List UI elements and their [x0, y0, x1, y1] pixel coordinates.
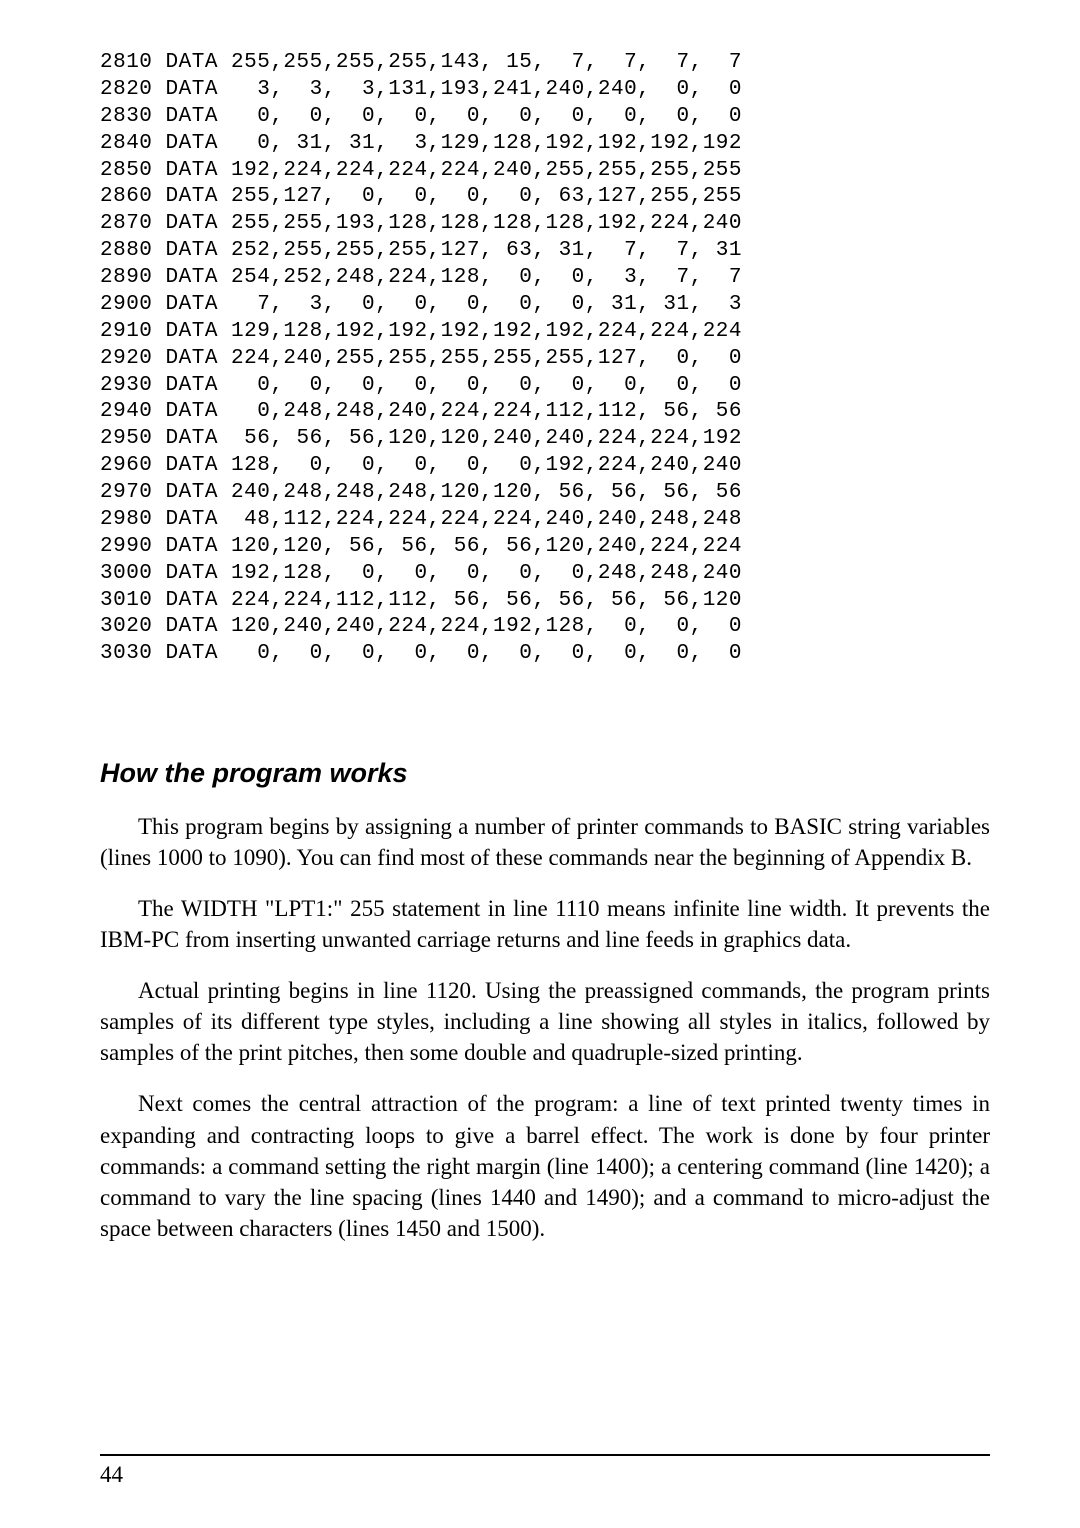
code-line: 2860 DATA 255,127, 0, 0, 0, 0, 63,127,25… — [100, 184, 990, 211]
paragraph-4: Next comes the central attraction of the… — [100, 1088, 990, 1243]
paragraph-3: Actual printing begins in line 1120. Usi… — [100, 975, 990, 1068]
code-line: 3030 DATA 0, 0, 0, 0, 0, 0, 0, 0, 0, 0 — [100, 641, 990, 668]
code-line: 3020 DATA 120,240,240,224,224,192,128, 0… — [100, 614, 990, 641]
code-line: 2880 DATA 252,255,255,255,127, 63, 31, 7… — [100, 238, 990, 265]
page-footer: 44 — [100, 1454, 990, 1488]
code-line: 2940 DATA 0,248,248,240,224,224,112,112,… — [100, 399, 990, 426]
code-line: 2810 DATA 255,255,255,255,143, 15, 7, 7,… — [100, 50, 990, 77]
section-heading: How the program works — [100, 758, 990, 789]
footer-rule — [100, 1454, 990, 1456]
code-line: 2830 DATA 0, 0, 0, 0, 0, 0, 0, 0, 0, 0 — [100, 104, 990, 131]
code-line: 2870 DATA 255,255,193,128,128,128,128,19… — [100, 211, 990, 238]
code-line: 2990 DATA 120,120, 56, 56, 56, 56,120,24… — [100, 534, 990, 561]
page-number: 44 — [100, 1462, 990, 1488]
paragraph-text: The WIDTH "LPT1:" 255 statement in line … — [100, 896, 990, 952]
code-line: 2910 DATA 129,128,192,192,192,192,192,22… — [100, 319, 990, 346]
paragraph-text: This program begins by assigning a numbe… — [100, 814, 990, 870]
code-line: 2960 DATA 128, 0, 0, 0, 0, 0,192,224,240… — [100, 453, 990, 480]
code-line: 3010 DATA 224,224,112,112, 56, 56, 56, 5… — [100, 588, 990, 615]
code-listing: 2810 DATA 255,255,255,255,143, 15, 7, 7,… — [100, 50, 990, 668]
code-line: 2840 DATA 0, 31, 31, 3,129,128,192,192,1… — [100, 131, 990, 158]
paragraph-2: The WIDTH "LPT1:" 255 statement in line … — [100, 893, 990, 955]
code-line: 2900 DATA 7, 3, 0, 0, 0, 0, 0, 31, 31, 3 — [100, 292, 990, 319]
code-line: 2980 DATA 48,112,224,224,224,224,240,240… — [100, 507, 990, 534]
code-line: 2970 DATA 240,248,248,248,120,120, 56, 5… — [100, 480, 990, 507]
code-line: 2950 DATA 56, 56, 56,120,120,240,240,224… — [100, 426, 990, 453]
paragraph-text: Next comes the central attraction of the… — [100, 1091, 990, 1240]
code-line: 2850 DATA 192,224,224,224,224,240,255,25… — [100, 158, 990, 185]
code-line: 3000 DATA 192,128, 0, 0, 0, 0, 0,248,248… — [100, 561, 990, 588]
code-line: 2820 DATA 3, 3, 3,131,193,241,240,240, 0… — [100, 77, 990, 104]
paragraph-1: This program begins by assigning a numbe… — [100, 811, 990, 873]
paragraph-text: Actual printing begins in line 1120. Usi… — [100, 978, 990, 1065]
code-line: 2920 DATA 224,240,255,255,255,255,255,12… — [100, 346, 990, 373]
code-line: 2890 DATA 254,252,248,224,128, 0, 0, 3, … — [100, 265, 990, 292]
code-line: 2930 DATA 0, 0, 0, 0, 0, 0, 0, 0, 0, 0 — [100, 373, 990, 400]
